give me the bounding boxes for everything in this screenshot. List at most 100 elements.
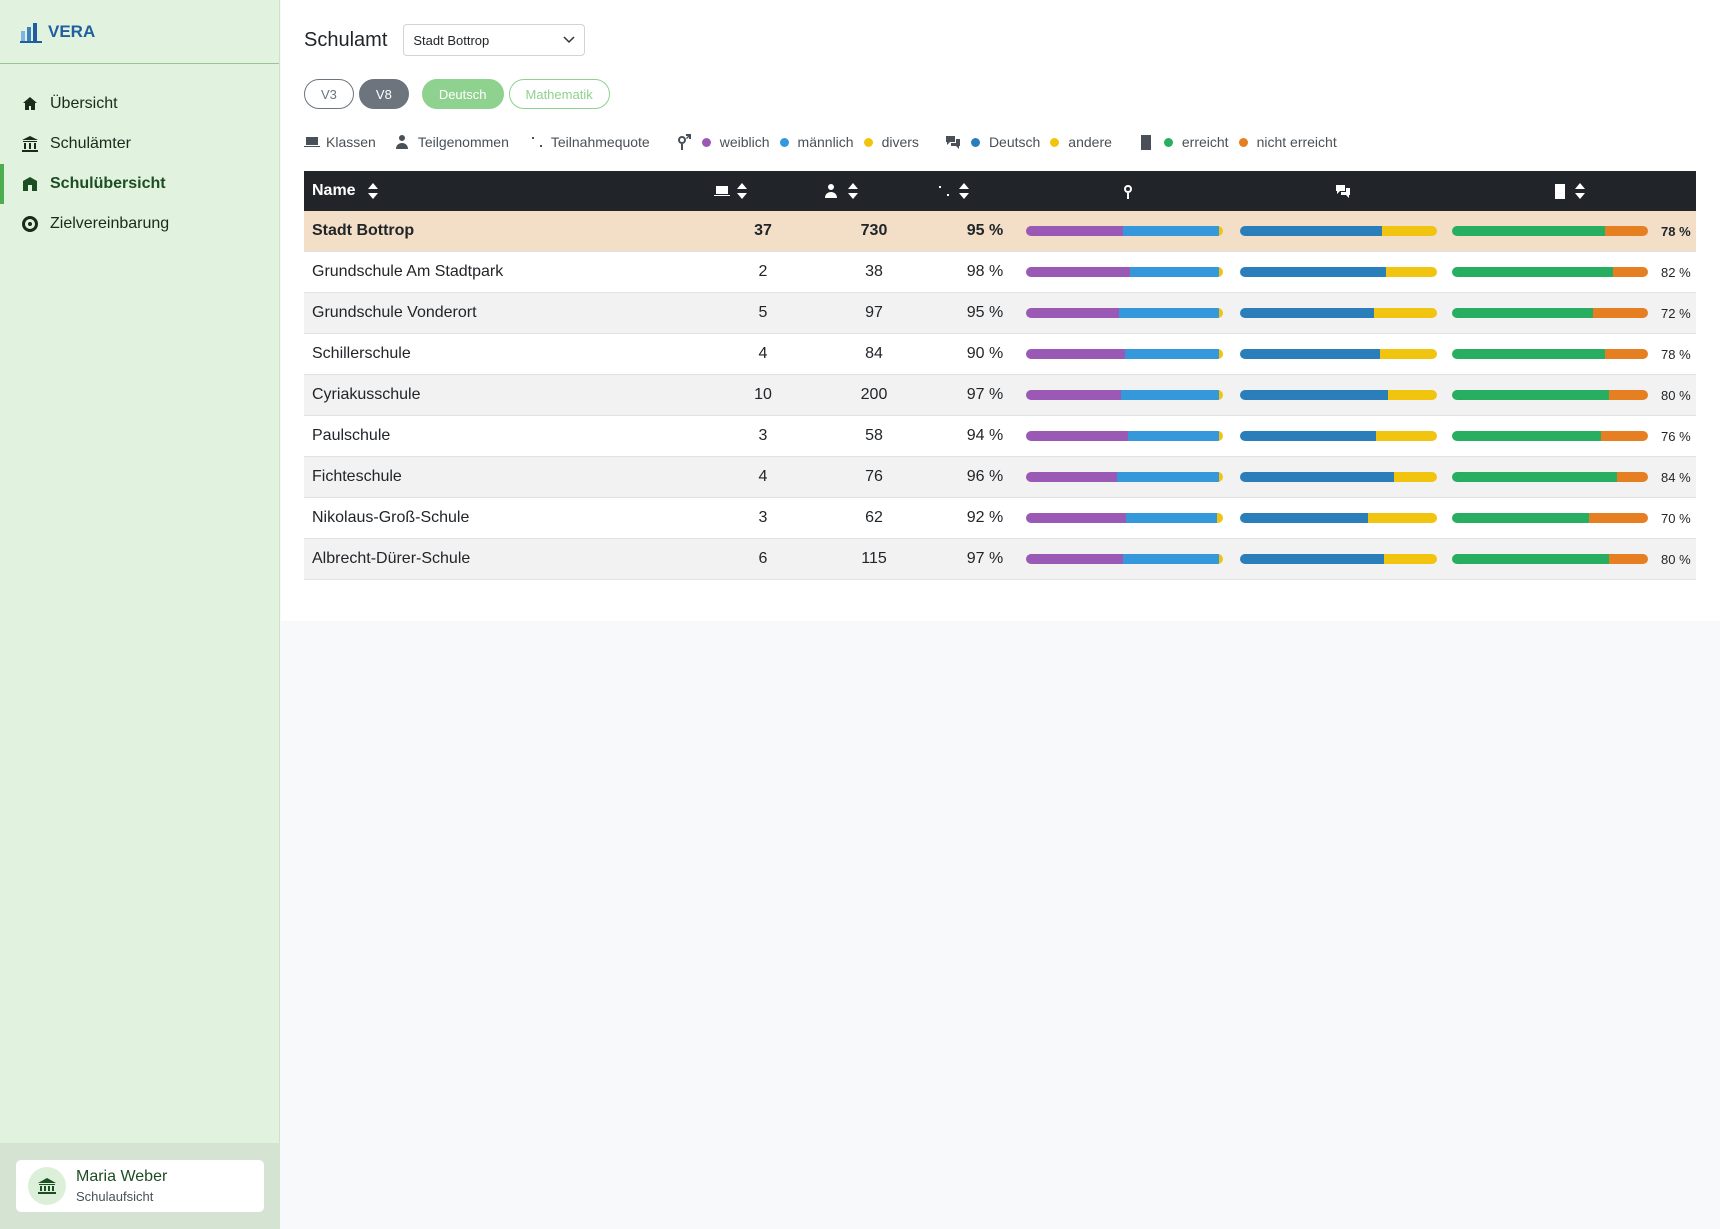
bar-segment xyxy=(1240,472,1394,482)
icon xyxy=(677,134,691,150)
cell: 96 % xyxy=(966,468,1004,485)
icon xyxy=(1336,185,1350,198)
bar-segment xyxy=(1589,513,1648,523)
nav-item[interactable]: Übersicht xyxy=(0,84,279,124)
cell: 98 % xyxy=(966,263,1004,280)
stacked-bar xyxy=(1026,267,1223,277)
bar-segment xyxy=(1593,308,1648,318)
table-row[interactable]: Grundschule Vonderort 5 97 95 % 72 % xyxy=(304,293,1696,334)
user-card[interactable]: Maria Weber Schulaufsicht xyxy=(16,1160,264,1212)
bar-segment xyxy=(1122,554,1220,564)
table-row[interactable]: Fichteschule 4 76 96 % 84 % xyxy=(304,457,1696,498)
bar-segment xyxy=(1026,390,1121,400)
legend-dot xyxy=(701,137,711,147)
stacked-bar xyxy=(1240,390,1437,400)
cell: 97 % xyxy=(966,386,1004,403)
pill[interactable]: V8 xyxy=(358,79,409,109)
pill[interactable]: Deutsch xyxy=(421,79,504,109)
bar-segment xyxy=(1604,349,1648,359)
label: Schulamt xyxy=(304,28,388,51)
cell: 84 xyxy=(865,345,883,362)
sort-icon[interactable] xyxy=(959,183,969,199)
bar-segment xyxy=(1120,390,1220,400)
sort-icon[interactable] xyxy=(368,183,378,199)
icon xyxy=(23,177,37,191)
icon xyxy=(945,136,960,149)
legend: Klassen Teilgenommen Teilnahmequote weiblic… xyxy=(304,134,1337,150)
bar-segment xyxy=(1240,390,1388,400)
bar-segment xyxy=(1379,349,1437,359)
school-name: Nikolaus-Groß-Schule xyxy=(312,509,470,526)
bar-segment xyxy=(1600,431,1648,441)
select[interactable]: Stadt Bottrop xyxy=(403,24,586,56)
bar-segment xyxy=(1219,431,1223,441)
stacked-bar xyxy=(1240,349,1437,359)
icon xyxy=(714,186,730,196)
table-row[interactable]: Paulschule 3 58 94 % 76 % xyxy=(304,416,1696,457)
bar-segment xyxy=(1217,513,1223,523)
school-name: Albrecht-Dürer-Schule xyxy=(312,550,471,567)
sort-icon[interactable] xyxy=(848,183,858,199)
bar-segment xyxy=(1240,431,1376,441)
cell: 94 % xyxy=(966,427,1004,444)
achieved-label: 78 % xyxy=(1661,223,1691,239)
legend-label: Teilgenommen xyxy=(417,134,509,150)
stacked-bar xyxy=(1240,513,1437,523)
achieved-label: 80 % xyxy=(1661,551,1691,567)
bar-segment xyxy=(1452,308,1594,318)
icon xyxy=(1124,185,1132,199)
pill[interactable]: Mathematik xyxy=(508,79,610,109)
school-name: Paulschule xyxy=(312,427,391,444)
bar-segment xyxy=(1240,513,1369,523)
sort-icon[interactable] xyxy=(1575,183,1585,199)
achieved-label: 72 % xyxy=(1661,305,1691,321)
nav-item[interactable]: Zielvereinbarung xyxy=(0,204,279,244)
bar-segment xyxy=(1373,308,1437,318)
stacked-bar xyxy=(1026,349,1223,359)
nav-item[interactable]: Schulämter xyxy=(0,124,279,164)
legend-label: männlich xyxy=(797,134,854,150)
achieved-label: 70 % xyxy=(1661,510,1691,526)
nav-label: Schulübersicht xyxy=(50,175,166,192)
stacked-bar xyxy=(1452,513,1648,523)
school-name: Cyriakusschule xyxy=(312,386,421,403)
table-row[interactable]: Stadt Bottrop 37 730 95 % 78 % xyxy=(304,211,1696,252)
cell: 97 xyxy=(865,304,883,321)
bar-segment xyxy=(1026,472,1117,482)
legend-label: divers xyxy=(881,134,919,150)
avatar xyxy=(28,1167,66,1205)
nav-item[interactable]: Schulübersicht xyxy=(0,164,279,204)
table-row[interactable]: Grundschule Am Stadtpark 2 38 98 % 82 % xyxy=(304,252,1696,293)
icon xyxy=(939,186,949,196)
legend-label: Teilnahmequote xyxy=(550,134,650,150)
cell: 6 xyxy=(758,550,768,567)
legend-dot xyxy=(1050,137,1060,147)
sidebar: VERA Übersicht Schulämter Schulübersicht Zi… xyxy=(0,0,280,1229)
bar-segment xyxy=(1381,226,1437,236)
stacked-bar xyxy=(1240,308,1437,318)
cell: 38 xyxy=(865,263,883,280)
icon xyxy=(395,135,408,149)
table-row[interactable]: Schillerschule 4 84 90 % 78 % xyxy=(304,334,1696,375)
school-name: Grundschule Vonderort xyxy=(312,304,477,321)
stacked-bar xyxy=(1026,554,1223,564)
legend-dot xyxy=(779,137,789,147)
brand[interactable]: VERA xyxy=(0,0,279,64)
stacked-bar xyxy=(1240,472,1437,482)
school-name: Schillerschule xyxy=(312,345,411,362)
main: Schulamt Stadt Bottrop V3 V8 Deutsch Mathem… xyxy=(281,0,1720,621)
icon xyxy=(531,137,542,147)
table-header: Name xyxy=(304,171,1696,211)
school-name: Stadt Bottrop xyxy=(312,222,415,239)
table-row[interactable]: Nikolaus-Groß-Schule 3 62 92 % 70 % xyxy=(304,498,1696,539)
sort-icon[interactable] xyxy=(737,183,747,199)
bar-segment xyxy=(1219,390,1223,400)
table-row[interactable]: Cyriakusschule 10 200 97 % 80 % xyxy=(304,375,1696,416)
legend-dot xyxy=(1238,137,1248,147)
legend-dot xyxy=(970,137,980,147)
bar-segment xyxy=(1130,267,1220,277)
cell: 10 xyxy=(754,386,772,403)
table-row[interactable]: Albrecht-Dürer-Schule 6 115 97 % 80 % xyxy=(304,539,1696,580)
pill[interactable]: V3 xyxy=(304,79,354,109)
